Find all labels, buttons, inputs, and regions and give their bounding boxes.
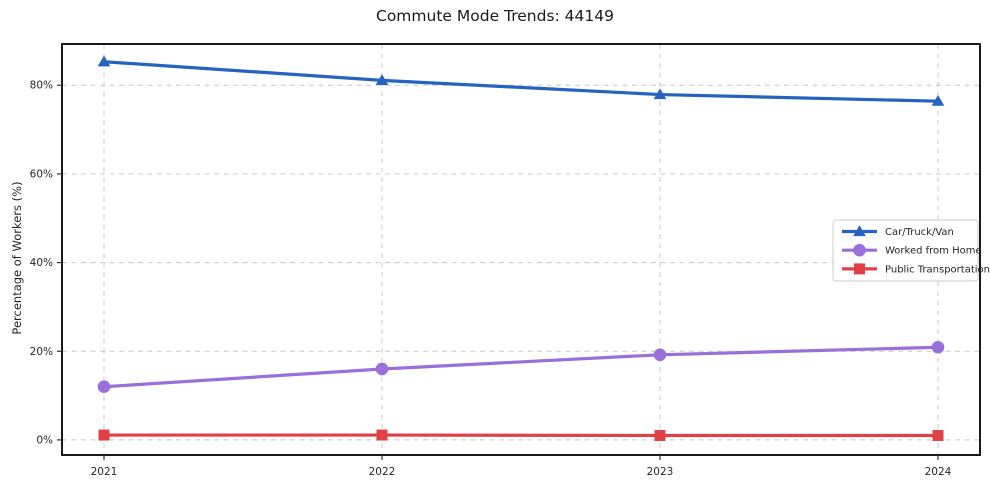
data-point-legend-worked-from-home — [853, 243, 866, 257]
legend-label-public-transportation: Public Transportation — [885, 264, 990, 275]
x-tick-label: 2021 — [91, 466, 118, 478]
series-line-worked-from-home — [103, 345, 939, 389]
y-tick-label: 20% — [30, 346, 53, 358]
data-point-car-truck-van — [931, 94, 945, 106]
data-point-public-transportation — [932, 429, 944, 441]
data-point-worked-from-home — [375, 362, 389, 376]
data-point-public-transportation — [654, 429, 666, 441]
data-point-legend-public-transportation — [854, 263, 865, 275]
data-point-public-transportation — [376, 429, 388, 441]
y-tick-label: 40% — [30, 257, 53, 269]
y-tick-label: 0% — [36, 434, 53, 446]
plot-border — [61, 43, 981, 456]
x-tick-label: 2023 — [647, 466, 674, 478]
data-point-worked-from-home — [931, 340, 945, 354]
data-point-worked-from-home — [97, 380, 111, 394]
legend-label-worked-from-home: Worked from Home — [885, 246, 982, 257]
data-point-car-truck-van — [653, 88, 667, 100]
y-tick-label: 60% — [30, 168, 53, 180]
data-point-car-truck-van — [375, 74, 389, 85]
x-tick-label: 2024 — [925, 466, 952, 478]
y-tick-label: 80% — [30, 80, 53, 92]
data-point-legend-car-truck-van — [853, 225, 866, 237]
data-point-worked-from-home — [653, 348, 667, 362]
series-line-car-truck-van — [103, 60, 939, 103]
data-point-car-truck-van — [97, 55, 111, 67]
x-tick-label: 2022 — [369, 466, 396, 478]
legend — [832, 219, 979, 282]
data-point-public-transportation — [98, 429, 110, 441]
chart-title: Commute Mode Trends: 44149 — [376, 7, 614, 25]
legend-label-car-truck-van: Car/Truck/Van — [885, 227, 954, 238]
